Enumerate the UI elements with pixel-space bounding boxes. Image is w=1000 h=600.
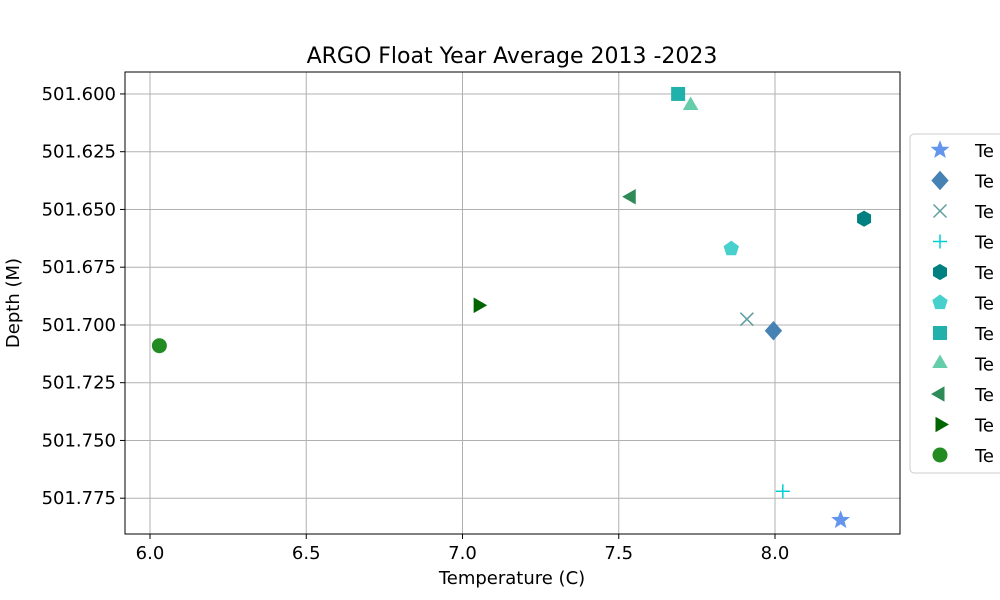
legend-label: Te bbox=[974, 446, 994, 467]
y-tick-label: 501.675 bbox=[42, 257, 116, 278]
legend-label: Te bbox=[974, 172, 994, 193]
x-axis-label: Temperature (C) bbox=[438, 568, 585, 589]
y-axis-ticks: 501.600 501.625 501.650 501.675 501.700 501.7… bbox=[42, 84, 125, 509]
y-tick-label: 501.600 bbox=[42, 84, 116, 105]
legend-marker-plus bbox=[933, 234, 947, 249]
legend-label: Te bbox=[974, 355, 994, 376]
legend-marker-hexagon bbox=[933, 263, 947, 281]
x-tick-label: 6.0 bbox=[136, 543, 165, 564]
chart-title: ARGO Float Year Average 2013 -2023 bbox=[307, 44, 718, 69]
y-tick-label: 501.650 bbox=[42, 199, 116, 220]
legend-marker-diamond bbox=[931, 170, 949, 191]
legend-marker-circle bbox=[932, 447, 948, 463]
point-diamond bbox=[764, 320, 783, 341]
point-star bbox=[831, 510, 851, 529]
y-tick-label: 501.775 bbox=[42, 488, 116, 509]
x-tick-label: 7.5 bbox=[604, 543, 633, 564]
legend-marker-pentagon bbox=[932, 294, 948, 310]
grid-lines bbox=[125, 72, 900, 534]
legend-label: Te bbox=[974, 233, 994, 254]
x-axis-ticks: 6.0 6.5 7.0 7.5 8.0 bbox=[136, 534, 790, 564]
legend-marker-star bbox=[930, 140, 950, 159]
plot-frame bbox=[124, 71, 901, 535]
x-tick-label: 6.5 bbox=[292, 543, 321, 564]
legend-marker-triangle-right bbox=[935, 416, 949, 433]
point-square bbox=[671, 86, 686, 101]
legend-marker-x bbox=[932, 203, 948, 219]
legend-label: Te bbox=[974, 324, 994, 345]
y-tick-label: 501.700 bbox=[42, 315, 116, 336]
point-plus bbox=[775, 484, 790, 499]
y-tick-label: 501.725 bbox=[42, 373, 116, 394]
point-x bbox=[739, 312, 754, 327]
point-circle bbox=[151, 338, 167, 354]
y-axis-label: Depth (M) bbox=[3, 258, 24, 348]
legend-label: Te bbox=[974, 141, 994, 162]
x-tick-label: 7.0 bbox=[448, 543, 477, 564]
legend: Te Te Te Te Te Te Te Te Te Te Te bbox=[909, 133, 1000, 474]
legend-box bbox=[909, 133, 1000, 474]
x-tick-label: 8.0 bbox=[761, 543, 790, 564]
legend-marker-square bbox=[933, 326, 947, 340]
point-triangle-right bbox=[473, 297, 488, 314]
y-tick-label: 501.750 bbox=[42, 430, 116, 451]
legend-marker-triangle-up bbox=[932, 354, 948, 368]
data-points bbox=[151, 86, 872, 529]
legend-label: Te bbox=[974, 294, 994, 315]
legend-label: Te bbox=[974, 385, 994, 406]
legend-label: Te bbox=[974, 263, 994, 284]
point-hexagon bbox=[857, 210, 872, 227]
legend-label: Te bbox=[974, 202, 994, 223]
point-triangle-up bbox=[682, 96, 699, 110]
legend-label: Te bbox=[974, 416, 994, 437]
point-pentagon bbox=[723, 240, 739, 256]
point-triangle-left bbox=[622, 188, 636, 205]
legend-marker-triangle-left bbox=[931, 386, 945, 402]
y-tick-label: 501.625 bbox=[42, 142, 116, 163]
